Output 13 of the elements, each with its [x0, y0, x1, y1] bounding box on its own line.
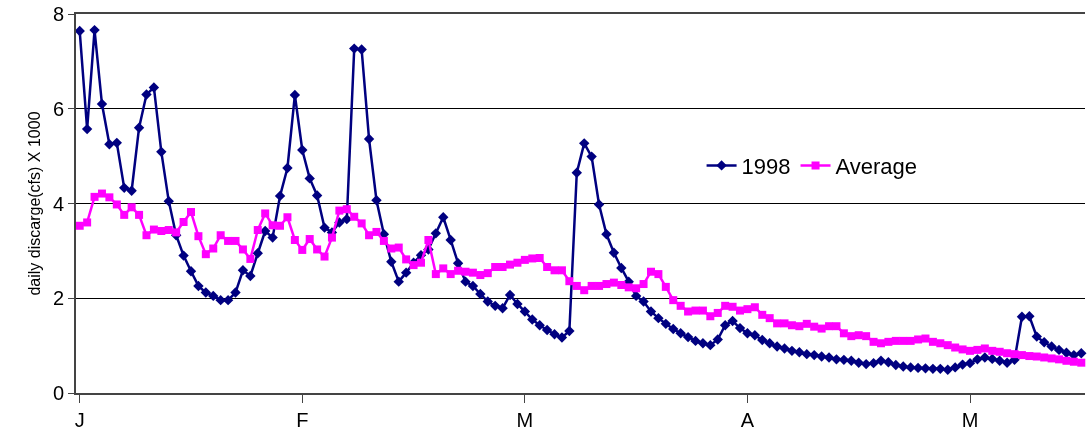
legend-label: 1998	[741, 153, 791, 179]
y-tick-label: 8	[52, 3, 64, 25]
y-axis-title: daily discarge(cfs) X 1000	[26, 111, 44, 296]
x-tick-label: M	[961, 409, 979, 431]
y-tick-label: 6	[52, 97, 64, 120]
y-tick-label: 2	[52, 287, 64, 310]
y-tick-label: 0	[52, 382, 64, 404]
x-tick-label: A	[740, 409, 755, 431]
y-tick-label: 4	[52, 192, 64, 215]
x-tick-label: F	[296, 409, 309, 431]
x-tick-label: J	[74, 409, 85, 431]
x-tick-label: M	[516, 409, 534, 431]
legend-label: Average	[835, 153, 918, 179]
